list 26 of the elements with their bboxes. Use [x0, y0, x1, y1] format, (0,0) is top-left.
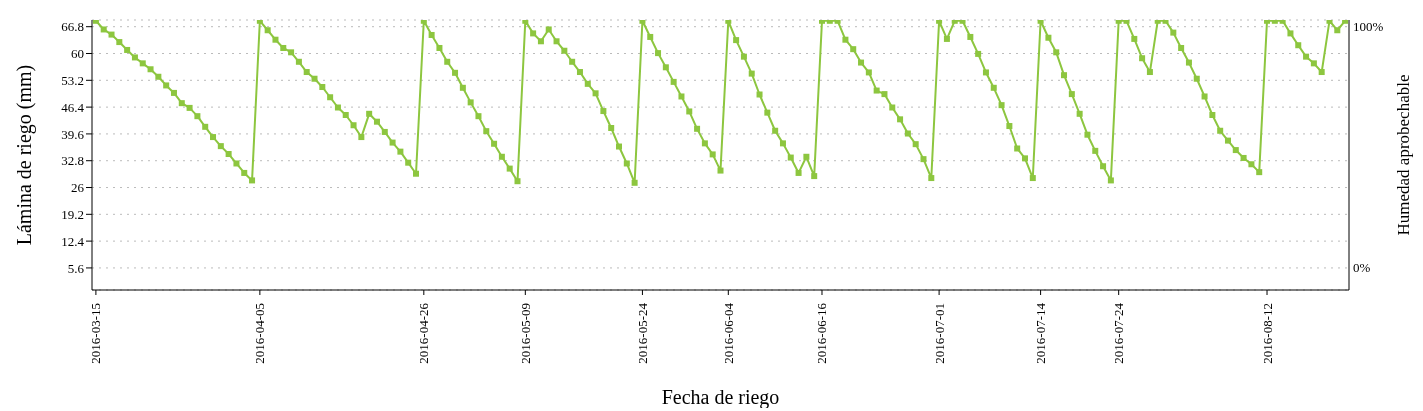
x-axis-title: Fecha de riego — [661, 386, 780, 409]
y-tick-label: 19.2 — [61, 206, 84, 222]
y-axis-title: Lámina de riego (mm) — [13, 64, 37, 246]
y2-tick-label: 0% — [1353, 260, 1371, 276]
x-tick-label: 2016-05-09 — [517, 303, 533, 364]
x-tick-label: 2016-07-24 — [1111, 302, 1127, 364]
x-tick-label: 2016-04-26 — [416, 302, 432, 364]
y-tick-label: 12.4 — [61, 233, 85, 249]
x-tick-label: 2016-08-12 — [1259, 303, 1275, 364]
y-tick-label: 39.6 — [61, 126, 85, 142]
y-tick-label: 60 — [71, 46, 84, 62]
y-tick-label: 26 — [71, 180, 85, 196]
y2-tick-label: 100% — [1353, 19, 1384, 35]
x-tick-label: 2016-07-14 — [1033, 302, 1049, 364]
y-tick-label: 32.8 — [61, 153, 84, 169]
x-tick-label: 2016-05-24 — [634, 302, 650, 364]
y-tick-label: 5.6 — [67, 260, 85, 276]
x-tick-label: 2016-04-05 — [252, 303, 268, 364]
x-tick-label: 2016-03-15 — [88, 303, 104, 364]
y-tick-label: 53.2 — [61, 72, 84, 88]
y-tick-label: 66.8 — [61, 19, 84, 35]
y2-axis-title: Humedad aprobechable — [1394, 74, 1414, 236]
x-tick-label: 2016-06-16 — [814, 302, 830, 364]
x-tick-label: 2016-06-04 — [720, 302, 736, 364]
x-tick-label: 2016-07-01 — [931, 303, 947, 364]
y-tick-label: 46.4 — [61, 99, 85, 115]
